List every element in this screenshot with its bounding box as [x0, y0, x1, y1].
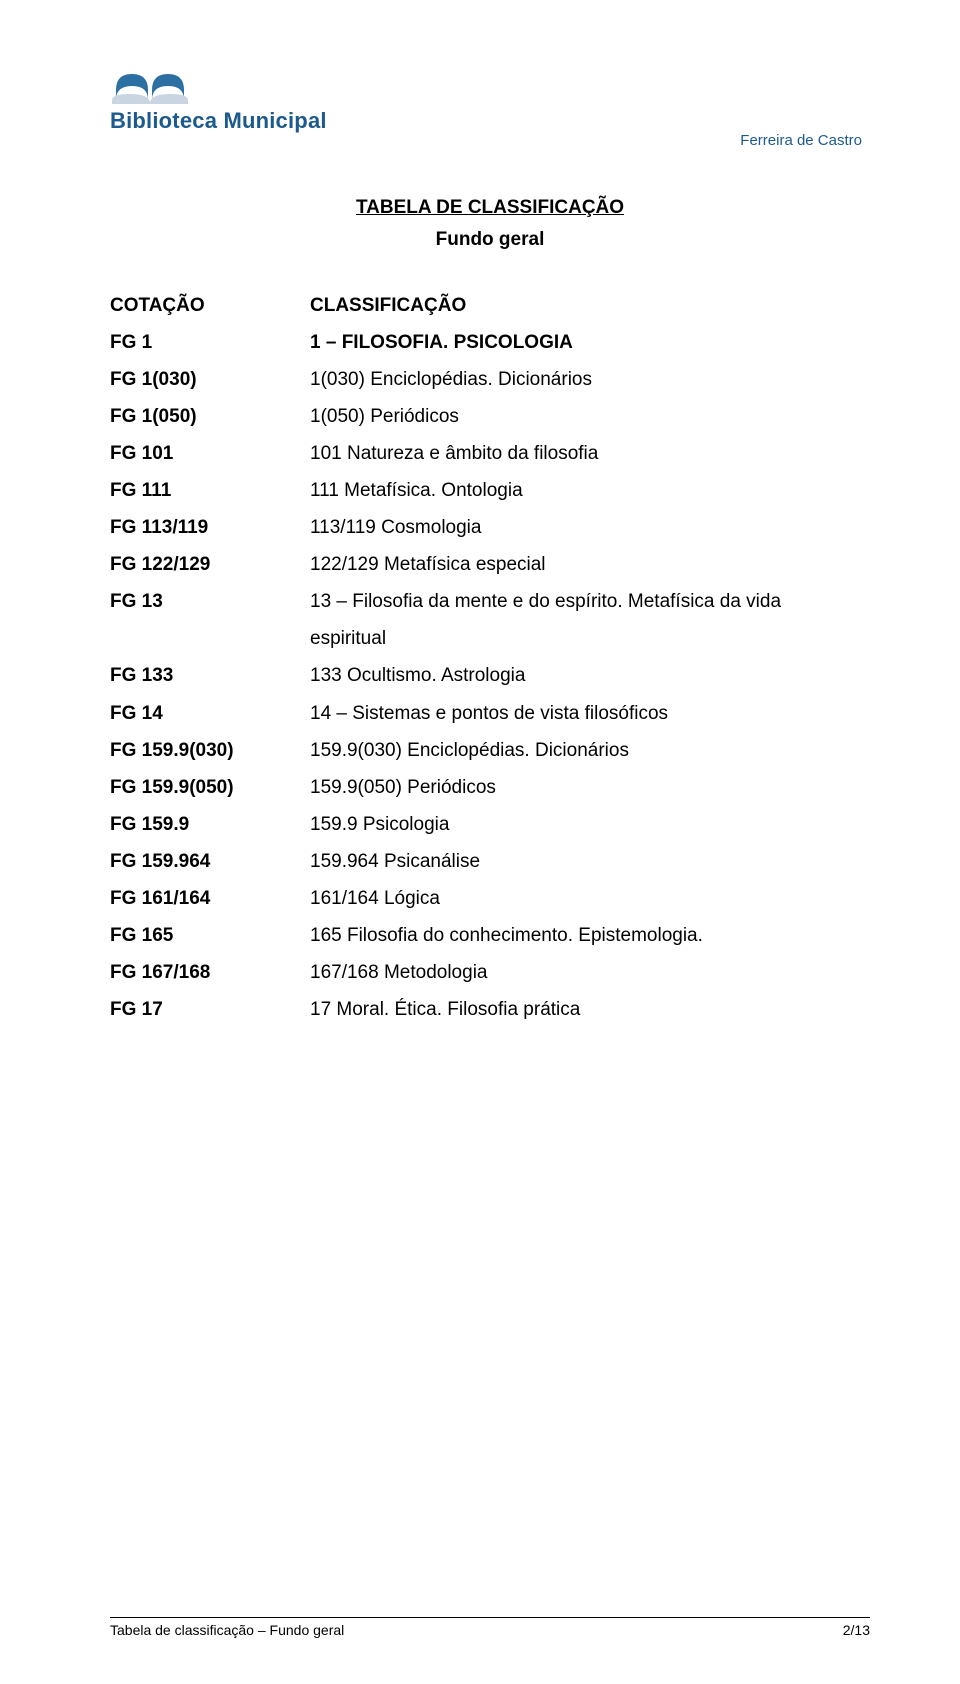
- row-description: 17 Moral. Ética. Filosofia prática: [310, 991, 870, 1028]
- row-code: FG 133: [110, 657, 310, 694]
- table-row: FG 1(030)1(030) Enciclopédias. Dicionári…: [110, 361, 870, 398]
- row-description: 159.9(030) Enciclopédias. Dicionários: [310, 732, 870, 769]
- table-row: FG 1414 – Sistemas e pontos de vista fil…: [110, 695, 870, 732]
- row-description: 113/119 Cosmologia: [310, 509, 870, 546]
- row-description: 161/164 Lógica: [310, 880, 870, 917]
- table-row: FG 167/168167/168 Metodologia: [110, 954, 870, 991]
- document-subtitle: Fundo geral: [110, 229, 870, 251]
- row-description: 159.9 Psicologia: [310, 806, 870, 843]
- row-code: FG 101: [110, 435, 310, 472]
- row-code: FG 122/129: [110, 546, 310, 583]
- classification-table: COTAÇÃO CLASSIFICAÇÃO FG 11 – FILOSOFIA.…: [110, 287, 870, 1028]
- row-code: FG 17: [110, 991, 310, 1028]
- row-description: 101 Natureza e âmbito da filosofia: [310, 435, 870, 472]
- table-row: FG 111111 Metafísica. Ontologia: [110, 472, 870, 509]
- header-code: COTAÇÃO: [110, 287, 310, 324]
- row-description: 133 Ocultismo. Astrologia: [310, 657, 870, 694]
- table-row: FG 159.9(050)159.9(050) Periódicos: [110, 769, 870, 806]
- row-description: 1(050) Periódicos: [310, 398, 870, 435]
- row-code: FG 159.9: [110, 806, 310, 843]
- row-description: 111 Metafísica. Ontologia: [310, 472, 870, 509]
- row-description: 159.9(050) Periódicos: [310, 769, 870, 806]
- table-row: FG 122/129122/129 Metafísica especial: [110, 546, 870, 583]
- table-row: FG 101101 Natureza e âmbito da filosofia: [110, 435, 870, 472]
- row-code: FG 113/119: [110, 509, 310, 546]
- row-code: FG 159.964: [110, 843, 310, 880]
- footer-left: Tabela de classificação – Fundo geral: [110, 1622, 344, 1638]
- logo-title: Biblioteca Municipal: [110, 108, 870, 134]
- row-description: 159.964 Psicanálise: [310, 843, 870, 880]
- row-code: FG 159.9(050): [110, 769, 310, 806]
- table-row: FG 165165 Filosofia do conhecimento. Epi…: [110, 917, 870, 954]
- table-row: FG 113/119113/119 Cosmologia: [110, 509, 870, 546]
- row-description: 167/168 Metodologia: [310, 954, 870, 991]
- table-header-row: COTAÇÃO CLASSIFICAÇÃO: [110, 287, 870, 324]
- page-footer: Tabela de classificação – Fundo geral 2/…: [110, 1617, 870, 1638]
- header-desc: CLASSIFICAÇÃO: [310, 287, 870, 324]
- table-row: FG 11 – FILOSOFIA. PSICOLOGIA: [110, 324, 870, 361]
- row-code: FG 159.9(030): [110, 732, 310, 769]
- table-row: FG 159.9(030)159.9(030) Enciclopédias. D…: [110, 732, 870, 769]
- table-row: FG 133133 Ocultismo. Astrologia: [110, 657, 870, 694]
- logo-block: Biblioteca Municipal Ferreira de Castro: [110, 60, 870, 149]
- logo-subtitle: Ferreira de Castro: [110, 132, 870, 149]
- table-row: FG 161/164161/164 Lógica: [110, 880, 870, 917]
- row-code: FG 167/168: [110, 954, 310, 991]
- row-code: [110, 620, 310, 657]
- row-code: FG 1(030): [110, 361, 310, 398]
- table-row: FG 1(050)1(050) Periódicos: [110, 398, 870, 435]
- row-description: 1(030) Enciclopédias. Dicionários: [310, 361, 870, 398]
- logo-text: Biblioteca Municipal Ferreira de Castro: [110, 108, 870, 149]
- row-code: FG 1: [110, 324, 310, 361]
- footer-right: 2/13: [843, 1622, 870, 1638]
- table-row: FG 1717 Moral. Ética. Filosofia prática: [110, 991, 870, 1028]
- row-code: FG 1(050): [110, 398, 310, 435]
- library-book-icon: [110, 60, 190, 106]
- row-code: FG 13: [110, 583, 310, 620]
- row-code: FG 165: [110, 917, 310, 954]
- row-description: 14 – Sistemas e pontos de vista filosófi…: [310, 695, 870, 732]
- row-description: 165 Filosofia do conhecimento. Epistemol…: [310, 917, 870, 954]
- row-description: 1 – FILOSOFIA. PSICOLOGIA: [310, 324, 870, 361]
- row-description: 122/129 Metafísica especial: [310, 546, 870, 583]
- table-row: FG 1313 – Filosofia da mente e do espíri…: [110, 583, 870, 620]
- row-code: FG 14: [110, 695, 310, 732]
- row-description: 13 – Filosofia da mente e do espírito. M…: [310, 583, 870, 620]
- document-page: Biblioteca Municipal Ferreira de Castro …: [0, 0, 960, 1078]
- table-row: FG 159.964159.964 Psicanálise: [110, 843, 870, 880]
- title-block: TABELA DE CLASSIFICAÇÃO Fundo geral: [110, 197, 870, 251]
- document-title: TABELA DE CLASSIFICAÇÃO: [110, 197, 870, 219]
- row-code: FG 111: [110, 472, 310, 509]
- table-row: espiritual: [110, 620, 870, 657]
- table-row: FG 159.9159.9 Psicologia: [110, 806, 870, 843]
- row-code: FG 161/164: [110, 880, 310, 917]
- row-description: espiritual: [310, 620, 870, 657]
